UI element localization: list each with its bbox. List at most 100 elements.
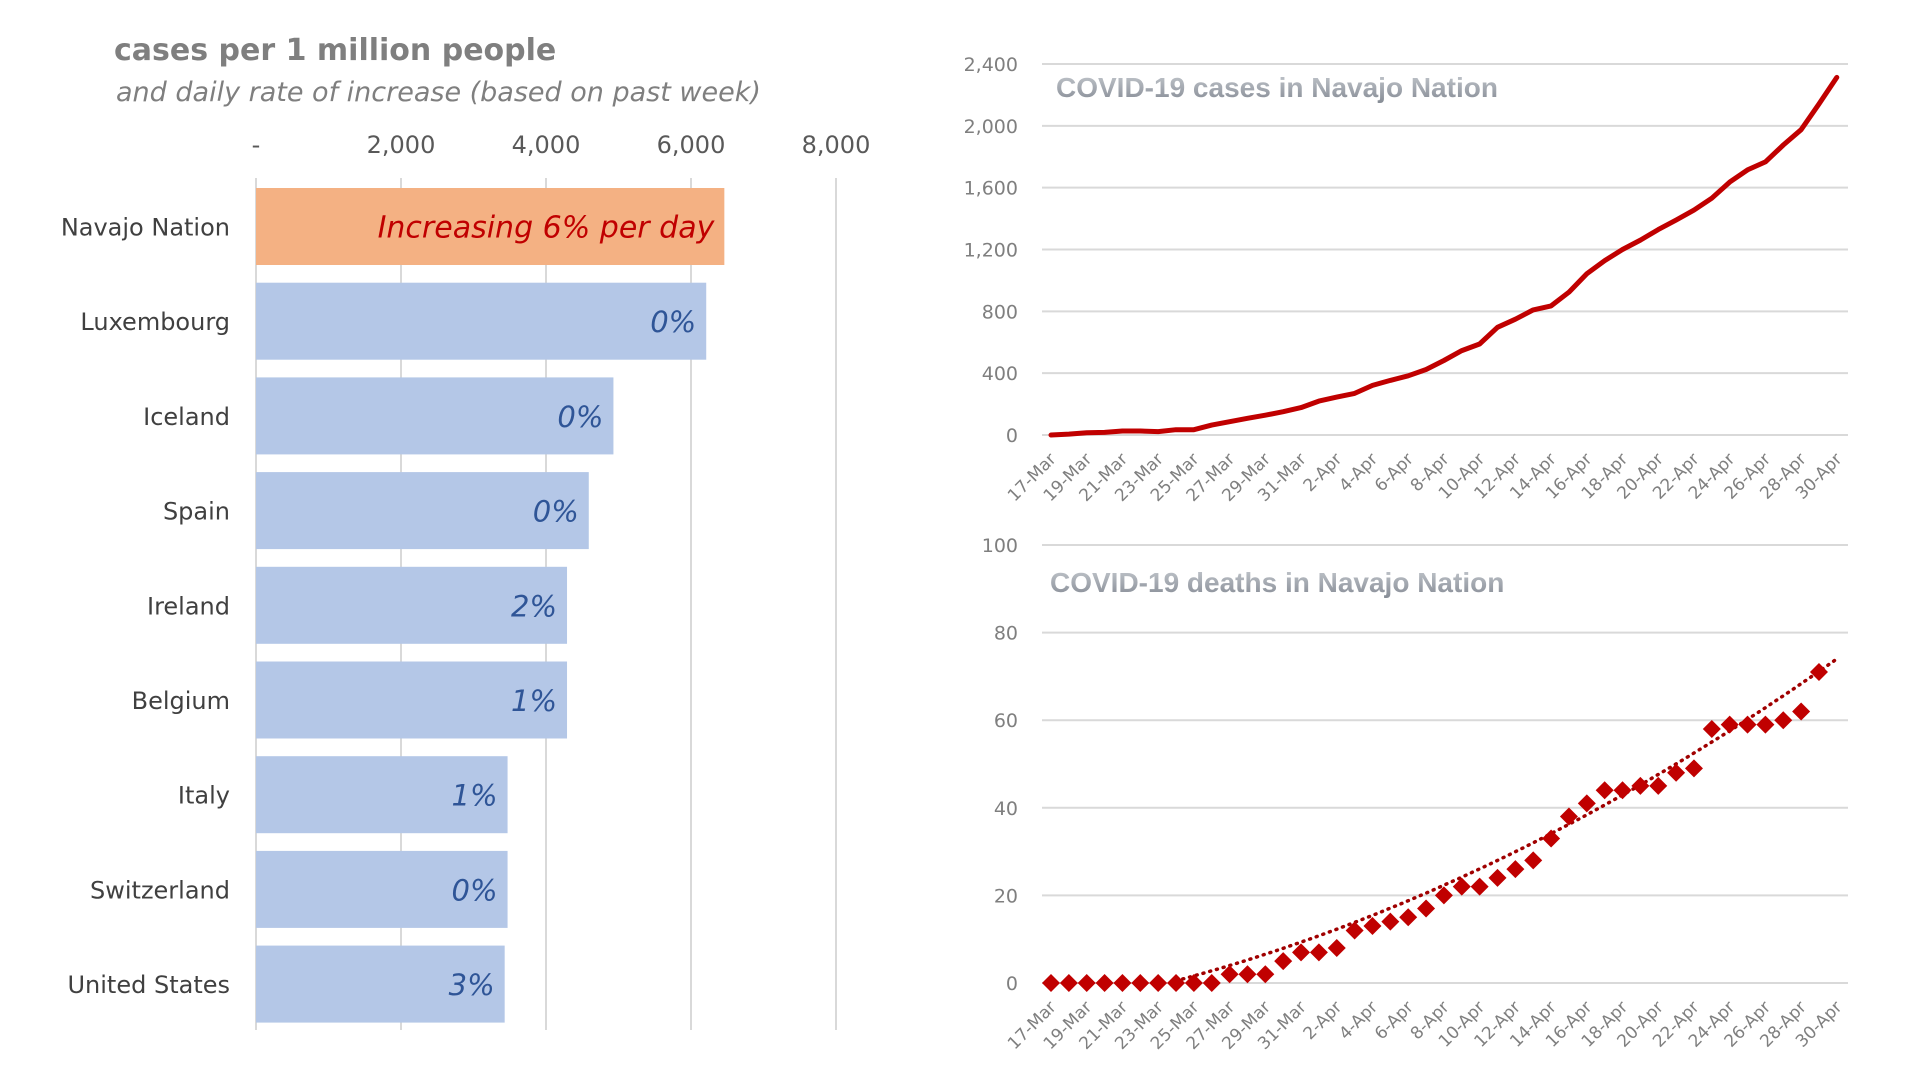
bar-x-tick-label: 6,000 bbox=[657, 131, 726, 159]
bar-iceland bbox=[256, 377, 614, 455]
deaths-diamond-marker bbox=[1774, 711, 1793, 730]
bar-category-label: Ireland bbox=[147, 592, 230, 620]
deaths-diamond-marker bbox=[1542, 829, 1561, 848]
deaths-y-tick-label: 60 bbox=[994, 710, 1018, 732]
deaths-diamond-marker bbox=[1809, 663, 1828, 682]
bar-chart-title: cases per 1 million people bbox=[114, 33, 556, 68]
deaths-diamond-marker bbox=[1042, 974, 1060, 992]
deaths-diamond-marker bbox=[1274, 952, 1293, 971]
cases-series-line bbox=[1048, 74, 1840, 438]
cases-y-tick-label: 1,200 bbox=[964, 240, 1018, 262]
deaths-y-tick-label: 80 bbox=[994, 623, 1018, 645]
deaths-diamond-marker bbox=[1524, 851, 1543, 870]
bar-data-label: 3% bbox=[449, 968, 495, 1002]
deaths-diamond-marker bbox=[1613, 781, 1632, 800]
deaths-chart-title: COVID-19 deaths in Navajo Nation bbox=[1050, 567, 1504, 598]
deaths-diamond-marker bbox=[1470, 877, 1489, 896]
deaths-diamond-marker bbox=[1220, 965, 1239, 984]
bar-spain bbox=[256, 472, 589, 550]
deaths-y-tick-label: 100 bbox=[982, 535, 1018, 557]
bar-data-label: 1% bbox=[511, 684, 557, 718]
deaths-trendline bbox=[1174, 657, 1839, 983]
deaths-diamond-marker bbox=[1399, 908, 1418, 927]
bar-data-label: Increasing 6% per day bbox=[378, 211, 716, 246]
bar-category-label: Belgium bbox=[132, 687, 230, 715]
deaths-diamond-marker bbox=[1417, 899, 1436, 918]
deaths-diamond-marker bbox=[1488, 868, 1507, 887]
bar-data-label: 0% bbox=[533, 495, 579, 529]
x-date-tick-label: 2-Apr bbox=[1300, 997, 1347, 1044]
deaths-diamond-marker bbox=[1631, 776, 1650, 795]
bar-category-label: Italy bbox=[178, 782, 230, 810]
deaths-diamond-marker bbox=[1720, 715, 1739, 734]
deaths-diamond-marker bbox=[1667, 763, 1686, 782]
deaths-diamond-marker bbox=[1434, 886, 1453, 905]
bar-navajo-nation bbox=[256, 188, 725, 265]
deaths-diamond-marker bbox=[1202, 974, 1221, 992]
bar-x-tick-label: 4,000 bbox=[512, 131, 581, 159]
cases-y-tick-label: 400 bbox=[982, 363, 1018, 385]
deaths-diamond-marker bbox=[1452, 877, 1471, 896]
deaths-diamond-marker bbox=[1184, 974, 1203, 992]
deaths-diamond-marker bbox=[1756, 715, 1775, 734]
bar-italy bbox=[256, 756, 508, 834]
bar-united-states bbox=[256, 945, 505, 1023]
x-date-tick-label: 6-Apr bbox=[1371, 997, 1418, 1044]
deaths-diamond-marker bbox=[1649, 776, 1668, 795]
bar-switzerland bbox=[256, 850, 508, 928]
bar-category-label: Navajo Nation bbox=[61, 214, 230, 242]
deaths-y-tick-label: 40 bbox=[994, 798, 1018, 820]
deaths-diamond-marker bbox=[1506, 860, 1525, 879]
deaths-y-tick-label: 0 bbox=[1006, 973, 1018, 995]
deaths-diamond-marker bbox=[1684, 759, 1703, 778]
deaths-diamond-marker bbox=[1149, 974, 1168, 992]
bar-data-label: 0% bbox=[557, 400, 603, 434]
deaths-diamond-marker bbox=[1113, 974, 1132, 992]
bar-category-label: United States bbox=[67, 971, 230, 999]
deaths-diamond-marker bbox=[1059, 974, 1078, 992]
deaths-diamond-marker bbox=[1256, 965, 1275, 984]
bar-chart-subtitle: and daily rate of increase (based on pas… bbox=[116, 77, 761, 108]
cases-y-tick-label: 800 bbox=[982, 301, 1018, 323]
cases-y-tick-label: 2,400 bbox=[964, 54, 1018, 76]
deaths-diamond-marker bbox=[1738, 715, 1757, 734]
bar-data-label: 2% bbox=[511, 589, 557, 623]
deaths-diamond-marker bbox=[1559, 807, 1578, 826]
deaths-diamond-marker bbox=[1327, 938, 1346, 957]
deaths-diamond-marker bbox=[1345, 921, 1364, 940]
bar-category-label: Spain bbox=[163, 498, 230, 526]
deaths-diamond-marker bbox=[1792, 702, 1811, 721]
deaths-diamond-marker bbox=[1702, 719, 1721, 738]
deaths-y-tick-label: 20 bbox=[994, 885, 1018, 907]
deaths-diamond-marker bbox=[1131, 974, 1150, 992]
x-date-tick-label: 4-Apr bbox=[1335, 997, 1382, 1044]
bar-category-label: Luxembourg bbox=[80, 308, 230, 336]
deaths-diamond-marker bbox=[1309, 943, 1328, 962]
bar-category-label: Switzerland bbox=[90, 876, 230, 904]
deaths-diamond-marker bbox=[1363, 917, 1382, 936]
cases-y-tick-label: 0 bbox=[1006, 425, 1018, 447]
bar-data-label: 0% bbox=[650, 305, 696, 339]
cases-chart-title: COVID-19 cases in Navajo Nation bbox=[1056, 72, 1498, 103]
deaths-diamond-marker bbox=[1167, 974, 1186, 992]
bar-x-tick-label: 2,000 bbox=[367, 131, 436, 159]
cases-y-tick-label: 2,000 bbox=[964, 116, 1018, 138]
bar-belgium bbox=[256, 661, 568, 739]
bar-data-label: 0% bbox=[452, 873, 498, 907]
bar-x-tick-label: - bbox=[252, 131, 261, 159]
deaths-diamond-marker bbox=[1577, 794, 1596, 813]
bar-ireland bbox=[256, 566, 568, 644]
cases-per-million-bar-chart: cases per 1 million people and daily rat… bbox=[61, 33, 871, 1030]
deaths-diamond-marker bbox=[1077, 974, 1096, 992]
deaths-diamond-marker bbox=[1381, 912, 1400, 931]
bar-x-tick-label: 8,000 bbox=[802, 131, 871, 159]
cases-y-tick-label: 1,600 bbox=[964, 178, 1018, 200]
deaths-diamond-marker bbox=[1292, 943, 1311, 962]
deaths-diamond-marker bbox=[1095, 974, 1114, 992]
bar-luxembourg bbox=[256, 282, 707, 360]
deaths-diamond-marker bbox=[1595, 781, 1614, 800]
deaths-diamond-marker bbox=[1238, 965, 1257, 984]
bar-data-label: 1% bbox=[452, 779, 498, 813]
